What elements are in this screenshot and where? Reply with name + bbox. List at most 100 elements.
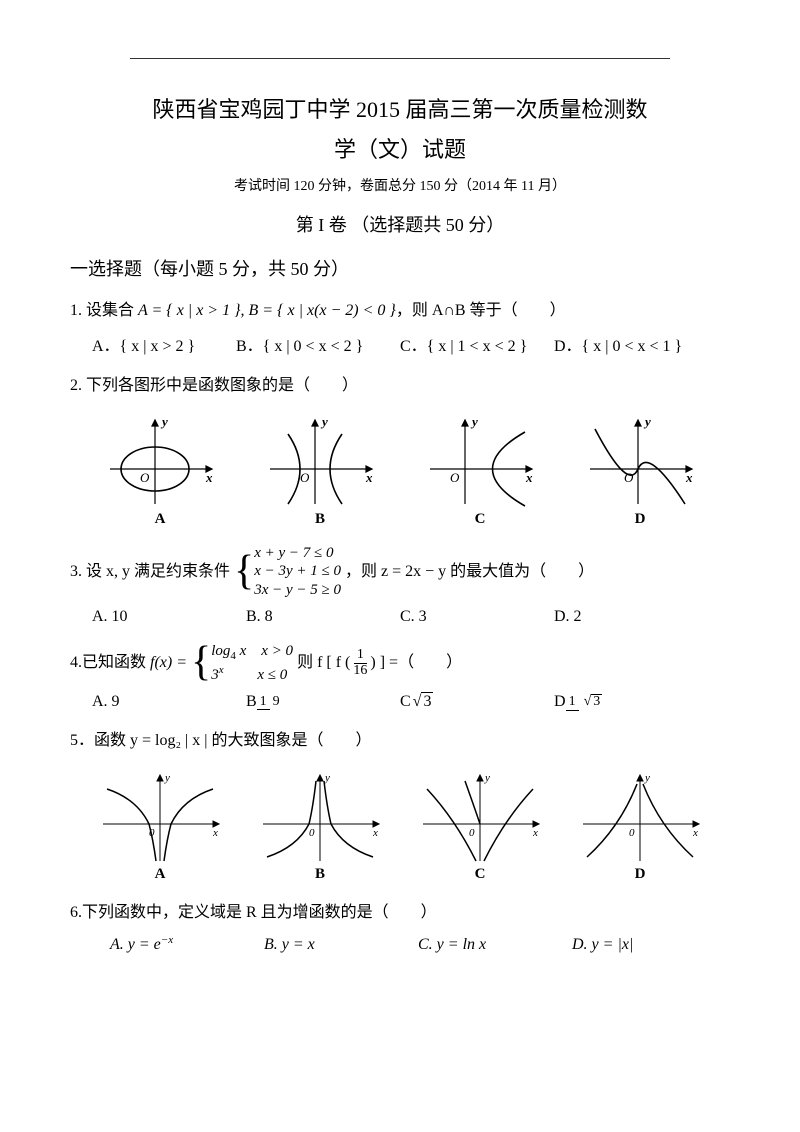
q5-fig-c: 0 x y C [415, 769, 545, 883]
q3-brace: { x + y − 7 ≤ 0 x − 3y + 1 ≤ 0 3x − y − … [234, 544, 341, 600]
svg-text:0: 0 [149, 827, 155, 839]
svg-text:x: x [525, 470, 533, 485]
q4-optd-pre: D [554, 693, 566, 711]
svg-text:O: O [450, 470, 460, 485]
svg-text:0: 0 [629, 827, 635, 839]
q4-c2sup: x [219, 664, 224, 676]
svg-text:x: x [692, 827, 698, 839]
title-line1: 陕西省宝鸡园丁中学 2015 届高三第一次质量检测数 [152, 97, 647, 122]
part-title: 第 I 卷 （选择题共 50 分） [70, 211, 730, 237]
q5-label-b: B [255, 866, 385, 883]
page-title: 陕西省宝鸡园丁中学 2015 届高三第一次质量检测数 学（文）试题 [70, 90, 730, 169]
q5-fig-b: 0 x y B [255, 769, 385, 883]
q2-label-b: B [260, 511, 380, 528]
q4-opt-c: C 3 [400, 692, 550, 711]
q5-fig-a: 0 x y A [95, 769, 225, 883]
q4-optb-d: 9 [270, 695, 283, 710]
q3-opt-c: C. 3 [400, 608, 550, 626]
svg-text:x: x [685, 470, 693, 485]
q6-opt-d: D. y = |x| [572, 936, 692, 954]
svg-text:x: x [205, 470, 213, 485]
q4-options: A. 9 B 19 C 3 D 13 [70, 692, 730, 711]
title-line2: 学（文）试题 [334, 137, 466, 162]
question-1: 1. 设集合 A = { x | x > 1 }, B = { x | x(x … [70, 297, 730, 324]
q5-label-c: C [415, 866, 545, 883]
svg-text:O: O [300, 470, 310, 485]
q4-c1cond: x > 0 [261, 643, 293, 659]
q4-c1b: x [236, 643, 246, 659]
q5-label-a: A [95, 866, 225, 883]
q5-label-d: D [575, 866, 705, 883]
q2-fig-b: O x y B [260, 414, 380, 528]
section-title: 一选择题（每小题 5 分，共 50 分） [70, 255, 730, 281]
svg-text:y: y [324, 772, 330, 784]
svg-text:x: x [212, 827, 218, 839]
q4-opt-a: A. 9 [92, 693, 242, 711]
q6-options: A. y = e−x B. y = x C. y = ln x D. y = |… [70, 934, 730, 954]
q6-opta-sup: −x [161, 934, 173, 946]
q6-opt-c: C. y = ln x [418, 936, 568, 954]
q3-opt-a: A. 10 [92, 608, 242, 626]
q1-opt-b: B．{ x | 0 < x < 2 } [236, 332, 396, 356]
q4-optc-pre: C [400, 693, 411, 711]
q6-opt-a: A. y = e−x [110, 934, 260, 954]
q1-opt-a: A．{ x | x > 2 } [92, 332, 232, 356]
svg-text:y: y [320, 414, 328, 429]
q1-opt-d: D．{ x | 0 < x < 1 } [554, 332, 704, 356]
q4-optd-n: 1 [566, 695, 579, 711]
question-3: 3. 设 x, y 满足约束条件 { x + y − 7 ≤ 0 x − 3y … [70, 544, 730, 600]
q3-opt-b: B. 8 [246, 608, 396, 626]
q4-c2a: 3 [211, 667, 219, 683]
q3-c2: x − 3y + 1 ≤ 0 [254, 562, 341, 581]
q2-fig-d: O x y D [580, 414, 700, 528]
q6-opt-b: B. y = x [264, 936, 414, 954]
q2-fig-a: O x y A [100, 414, 220, 528]
q4-c2cond: x ≤ 0 [257, 667, 287, 683]
q1-stem-a: 1. 设集合 [70, 302, 138, 319]
svg-text:0: 0 [469, 827, 475, 839]
q3-stem-b: ，则 z = 2x − y 的最大值为（ ） [345, 562, 594, 579]
q3-opt-d: D. 2 [554, 608, 674, 626]
svg-text:0: 0 [309, 827, 315, 839]
svg-text:y: y [160, 414, 168, 429]
svg-text:y: y [164, 772, 170, 784]
q1-options: A．{ x | x > 2 } B．{ x | 0 < x < 2 } C．{ … [70, 332, 730, 356]
question-4: 4.已知函数 f(x) = { log4 x x > 0 3x x ≤ 0 则 … [70, 642, 730, 685]
svg-text:y: y [470, 414, 478, 429]
svg-text:y: y [643, 414, 651, 429]
svg-text:x: x [372, 827, 378, 839]
q3-options: A. 10 B. 8 C. 3 D. 2 [70, 608, 730, 626]
q2-fig-c: O x y C [420, 414, 540, 528]
q4-optd-d: 3 [591, 694, 602, 710]
q1-stem-c: ，则 A∩B 等于（ ） [396, 302, 566, 319]
q4-brace: { log4 x x > 0 3x x ≤ 0 [191, 642, 293, 685]
q5-figures: 0 x y A 0 x y B 0 [80, 769, 720, 883]
question-6: 6.下列函数中，定义域是 R 且为增函数的是（ ） [70, 899, 730, 926]
q4-c1a: log [211, 643, 230, 659]
q4-stem-b: 则 f [ f ( [297, 654, 350, 671]
q4-frac-d: 16 [350, 664, 370, 679]
question-5: 5．函数 y = log₂ | x | 的大致图象是（ ） [70, 727, 730, 754]
q4-stem-c: ) ] =（ ） [370, 654, 462, 671]
svg-text:y: y [484, 772, 490, 784]
svg-text:x: x [532, 827, 538, 839]
q4-frac-n: 1 [354, 648, 367, 664]
svg-text:x: x [365, 470, 373, 485]
q4-optb-n: 1 [257, 695, 270, 711]
q2-figures: O x y A O x y B O x y [80, 414, 720, 528]
svg-text:O: O [140, 470, 150, 485]
q3-c3: 3x − y − 5 ≥ 0 [254, 581, 341, 600]
q4-optc-rad: 3 [421, 692, 433, 711]
q4-stem-a: 4.已知函数 [70, 654, 150, 671]
q2-label-d: D [580, 511, 700, 528]
q4-opt-b-pre: B [246, 693, 257, 711]
svg-text:y: y [644, 772, 650, 784]
q1-opt-c: C．{ x | 1 < x < 2 } [400, 332, 550, 356]
q3-stem-a: 3. 设 x, y 满足约束条件 [70, 562, 230, 579]
exam-subtitle: 考试时间 120 分钟，卷面总分 150 分（2014 年 11 月） [70, 175, 730, 195]
question-2: 2. 下列各图形中是函数图象的是（ ） [70, 372, 730, 399]
q1-stem-b: A = { x | x > 1 }, B = { x | x(x − 2) < … [138, 302, 396, 319]
q3-c1: x + y − 7 ≤ 0 [254, 544, 341, 563]
q4-opt-b: B 19 [246, 693, 396, 711]
q5-fig-d: 0 x y D [575, 769, 705, 883]
